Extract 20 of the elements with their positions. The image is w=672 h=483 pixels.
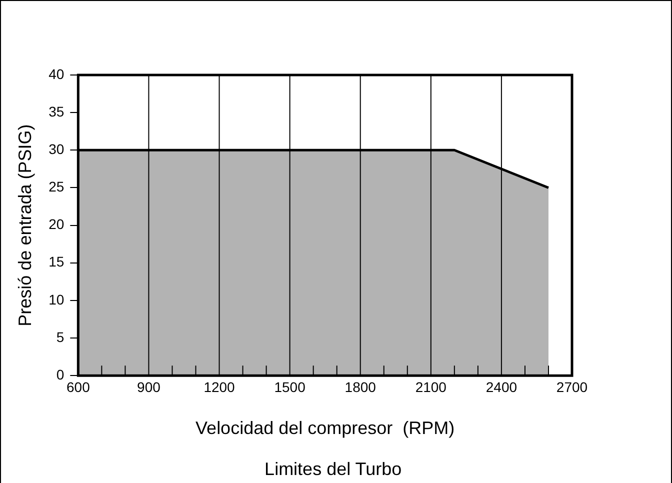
y-tick-label: 35 [48, 103, 64, 120]
y-tick-label: 30 [48, 141, 64, 158]
y-axis-title: Presió de entrada (PSIG) [14, 124, 35, 326]
y-tick-label: 5 [56, 328, 64, 345]
x-tick-label: 900 [137, 378, 161, 395]
x-tick-label: 600 [66, 378, 90, 395]
x-tick-label: 1200 [204, 378, 236, 395]
x-tick-label: 2400 [486, 378, 518, 395]
y-tick-label: 40 [48, 66, 64, 82]
y-tick-label: 10 [48, 291, 64, 308]
x-tick-label: 1800 [344, 378, 376, 395]
text: Limites del Turbo [264, 459, 402, 479]
y-tick-label: 15 [48, 254, 64, 270]
x-tick-label: 2100 [415, 378, 447, 395]
x-tick-label: 2700 [556, 378, 588, 395]
x-tick-label: 1500 [274, 378, 306, 395]
y-tick-label: 20 [48, 216, 64, 232]
y-tick-label: 0 [56, 366, 64, 382]
y-tick-label: 25 [48, 178, 64, 195]
x-axis-title: Velocidad del compresor (RPM) [196, 418, 455, 438]
